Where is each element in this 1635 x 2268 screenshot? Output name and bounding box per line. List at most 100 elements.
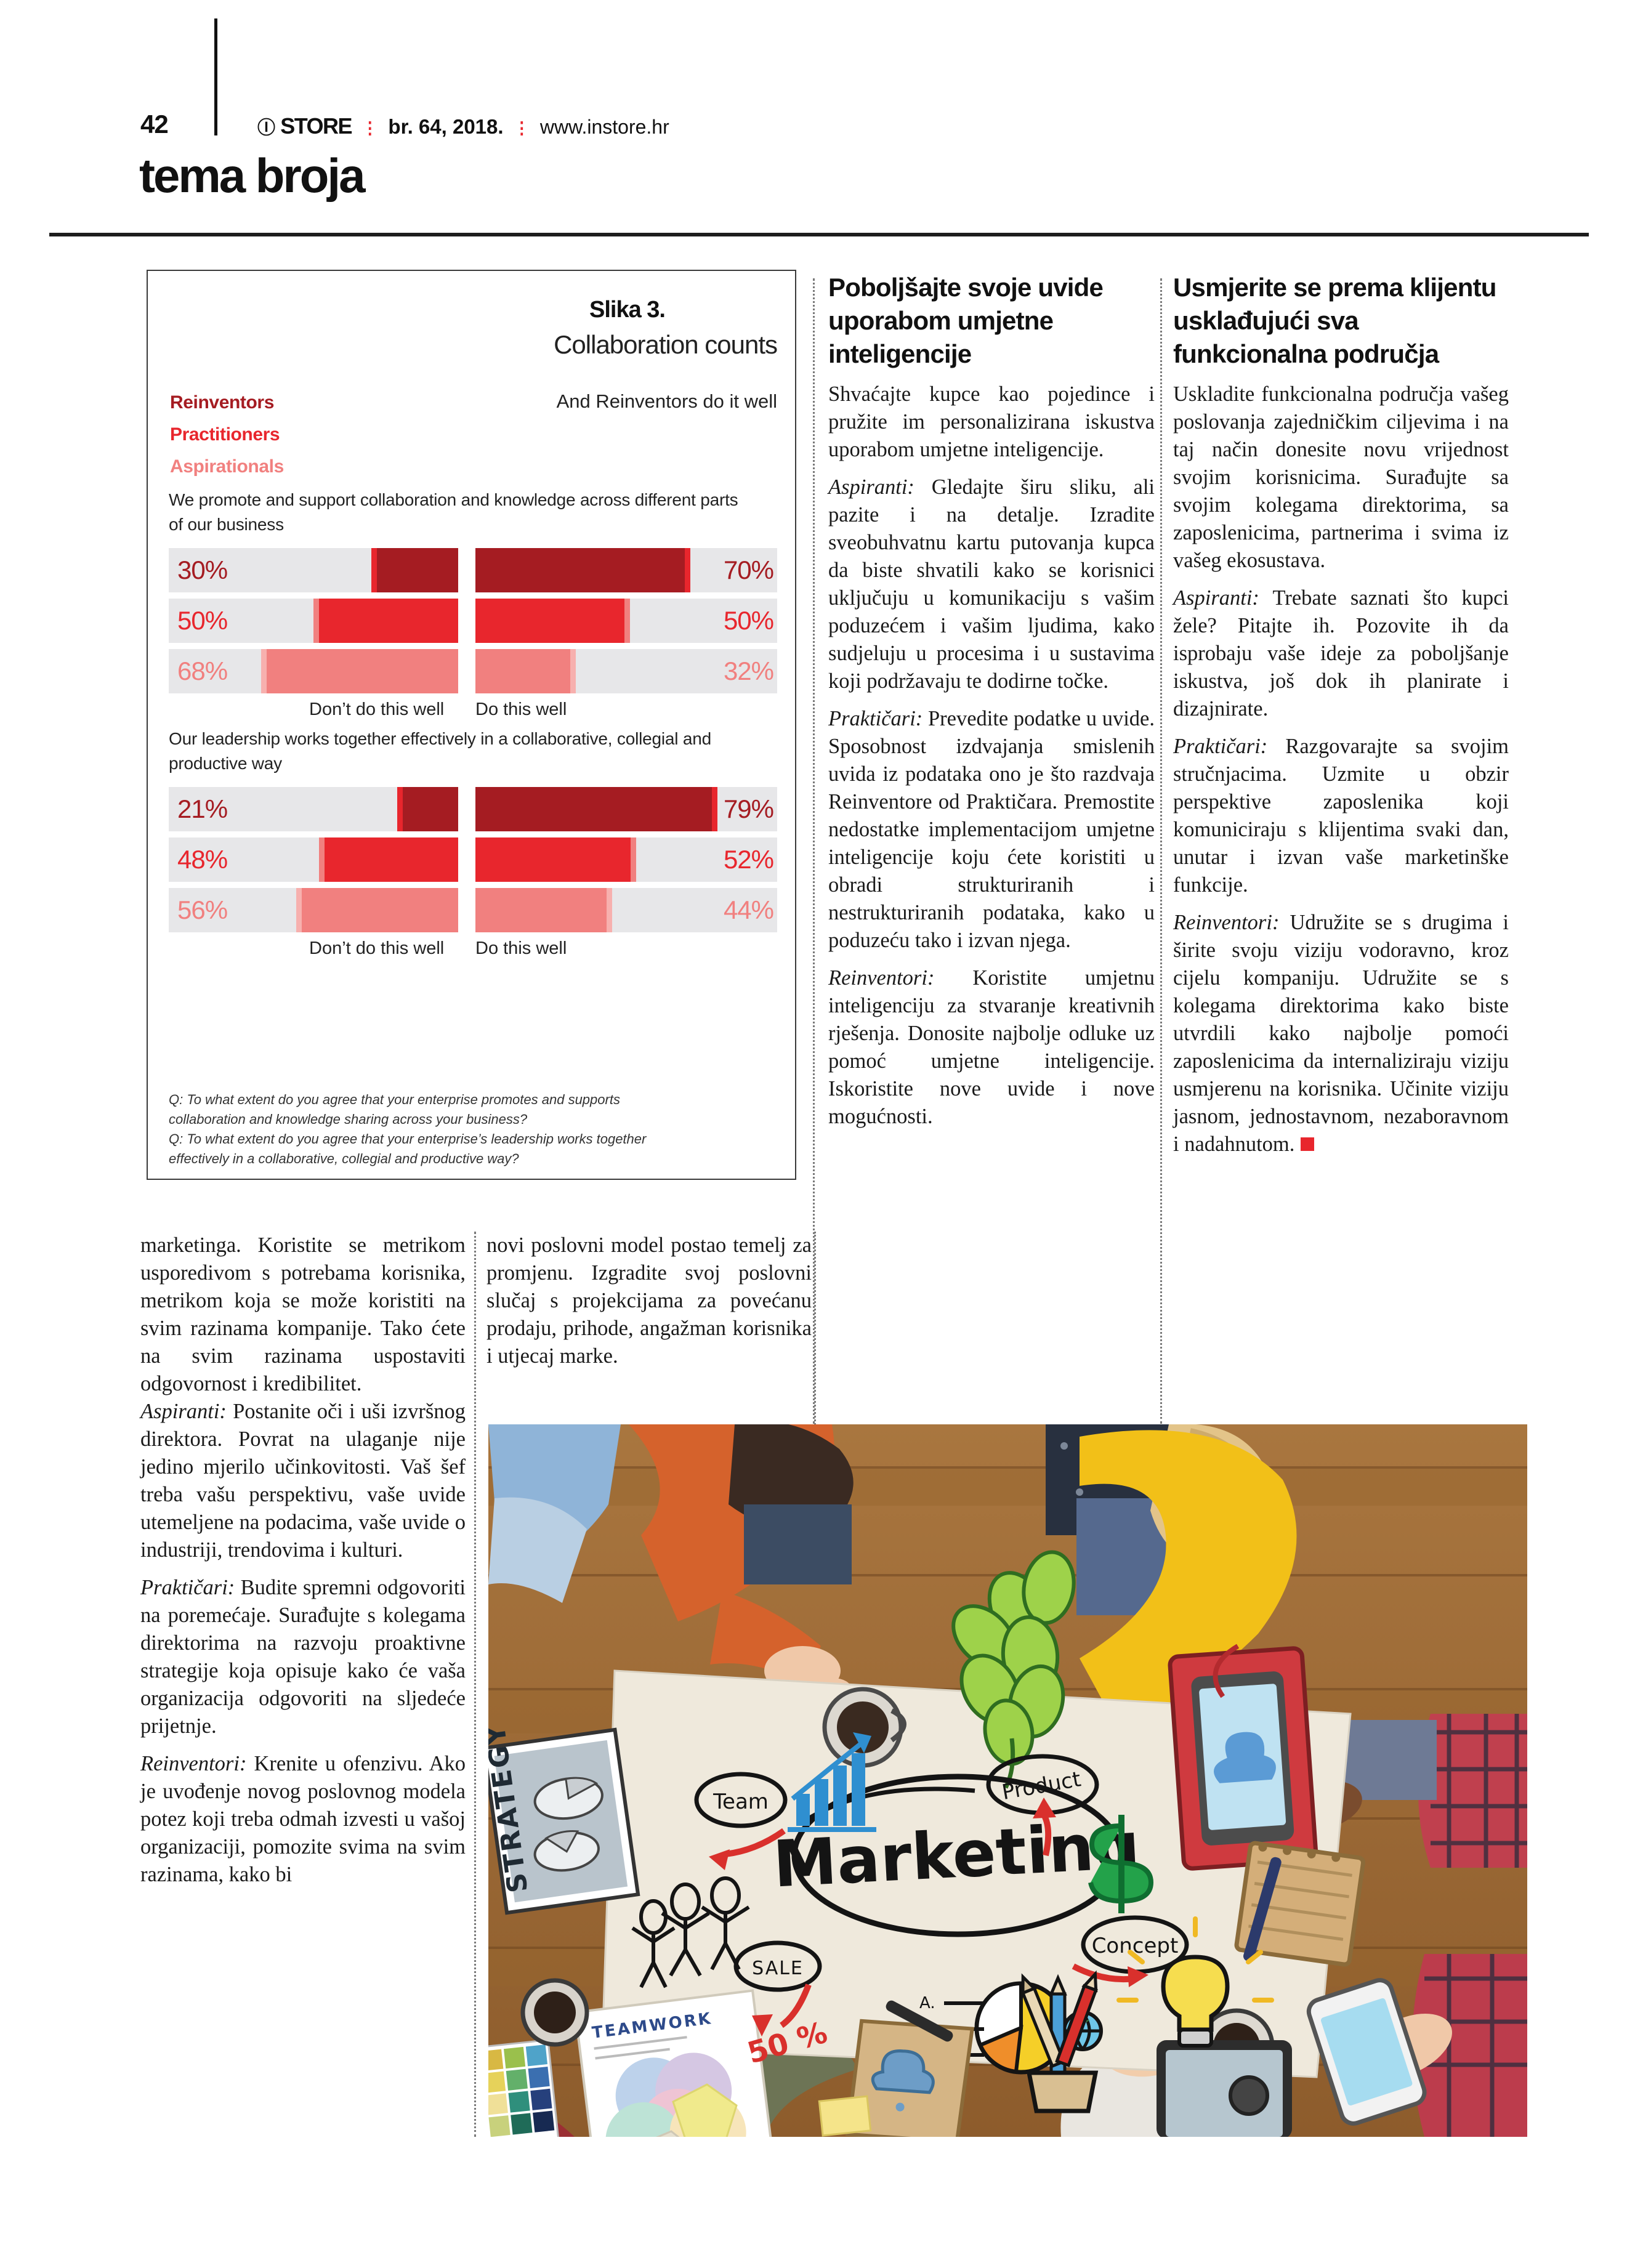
bar-fill-right — [475, 837, 632, 882]
bar-row: 68% 32% — [169, 649, 777, 693]
bar-value-right: 70% — [723, 555, 774, 584]
bar-cap-right — [631, 837, 636, 882]
paragraph-lead: Praktičari: — [140, 1576, 235, 1599]
figure-footnote: Q: To what extent do you agree that your… — [169, 1090, 760, 1169]
panel-question: Our leadership works together effectivel… — [169, 729, 711, 773]
column-heading: Usmjerite se prema klijentu usklađujući … — [1173, 273, 1496, 368]
paragraph: Aspiranti: Gledajte širu sliku, ali pazi… — [828, 474, 1155, 695]
paragraph: Aspiranti: Postanite oči i uši izvršnog … — [140, 1398, 466, 1564]
paragraph: Aspiranti: Trebate saznati što kupci žel… — [1173, 584, 1509, 723]
page-header: 42 Ⓘ STORE ⋮ br. 64, 2018. ⋮ www.instore… — [0, 0, 1635, 240]
paragraph-lead: Reinventori: — [1173, 911, 1280, 934]
bar-value-left: 56% — [177, 895, 228, 924]
header-rule — [49, 233, 1589, 236]
chart-panel-2: Our leadership works together effectivel… — [169, 727, 777, 966]
panel-question: We promote and support collaboration and… — [169, 490, 738, 534]
paragraph: marketinga. Koristite se metrikom uspore… — [140, 1233, 466, 1395]
brand-name: STORE — [280, 113, 352, 139]
paragraph-text: Krenite u ofenzivu. Ako je uvođenje novo… — [140, 1752, 466, 1886]
bar-value-right: 79% — [723, 794, 774, 823]
column-rule — [474, 1232, 476, 2137]
bar-cap-left — [261, 649, 267, 693]
column-heading: Poboljšajte svoje uvide uporabom umjetne… — [828, 273, 1104, 368]
paragraph: Praktičari: Budite spremni odgovoriti na… — [140, 1574, 466, 1740]
bar-fill-right — [475, 787, 714, 831]
bar-fill-left — [319, 837, 458, 882]
paragraph-lead: Praktičari: — [828, 707, 923, 730]
figure-subtitle: And Reinventors do it well — [556, 390, 777, 412]
footnote-line: collaboration and knowledge sharing acro… — [169, 1112, 528, 1127]
bar-value-left: 50% — [177, 606, 228, 635]
figure-number: Slika 3. — [589, 297, 666, 323]
bar-fill-right — [475, 649, 572, 693]
footnote-line: effectively in a collaborative, collegia… — [169, 1151, 519, 1166]
separator-icon: ⋮ — [361, 119, 379, 137]
bar-cap-left — [319, 837, 325, 882]
bar-row: 56% 44% — [169, 888, 777, 932]
paragraph: Shvaćajte kupce kao pojedince i pružite … — [828, 382, 1155, 461]
bar-row: 30% 70% — [169, 548, 777, 592]
svg-text:Team: Team — [713, 1790, 769, 1814]
svg-text:SALE: SALE — [752, 1958, 804, 1979]
bar-row: 50% 50% — [169, 599, 777, 643]
axis-label-right: Do this well — [475, 938, 567, 958]
bar-rows: 21% 79% 48% 52% 56% 44 — [169, 787, 777, 932]
paragraph: Reinventori: Koristite umjetnu inteligen… — [828, 964, 1155, 1131]
bar-cap-right — [607, 888, 612, 932]
bar-value-right: 32% — [723, 656, 774, 685]
bar-cap-left — [397, 787, 403, 831]
legend-item-practitioners: Practitioners — [170, 424, 280, 445]
paragraph-text: Trebate saznati što kupci žele? Pitajte … — [1173, 586, 1509, 720]
bar-value-right: 50% — [723, 606, 774, 635]
chart-legend: Reinventors Practitioners Aspirationals — [170, 387, 284, 483]
issue-info: br. 64, 2018. — [388, 115, 504, 138]
footnote-line: Q: To what extent do you agree that your… — [169, 1092, 620, 1107]
bar-cap-left — [371, 548, 377, 592]
article-column-3: Poboljšajte svoje uvide uporabom umjetne… — [828, 271, 1155, 1140]
article-column-1: marketinga. Koristite se metrikom uspore… — [140, 1232, 466, 1899]
page-title: tema broja — [139, 148, 365, 203]
bar-cap-right — [685, 548, 690, 592]
paragraph: novi poslovni model postao temelj za pro… — [486, 1233, 812, 1368]
bar-fill-left — [371, 548, 458, 592]
paragraph-text: Postanite oči i uši izvršnog direktora. … — [140, 1400, 466, 1562]
paragraph-text: Razgovarajte sa svojim stručnjacima. Uzm… — [1173, 735, 1509, 897]
bar-value-left: 68% — [177, 656, 228, 685]
axis-label-left: Don’t do this well — [309, 700, 445, 719]
bar-fill-left — [296, 888, 458, 932]
paragraph-lead: Reinventori: — [828, 966, 935, 990]
paragraph: Reinventori: Udružite se s drugima i šir… — [1173, 909, 1509, 1158]
paragraph-lead: Aspiranti: — [828, 475, 914, 499]
instore-logo-icon: Ⓘ — [257, 118, 275, 138]
chart-panel-1: We promote and support collaboration and… — [169, 488, 777, 727]
figure-panel: Slika 3. Collaboration counts And Reinve… — [147, 270, 796, 1180]
bar-row: 21% 79% — [169, 787, 777, 831]
paragraph-text: Budite spremni odgovoriti na poremećaje.… — [140, 1576, 466, 1738]
masthead: Ⓘ STORE ⋮ br. 64, 2018. ⋮ www.instore.hr — [257, 113, 669, 139]
legend-item-aspirationals: Aspirationals — [170, 456, 284, 477]
paragraph-lead: Praktičari: — [1173, 735, 1268, 758]
end-of-article-marker — [1301, 1137, 1315, 1151]
bar-value-right: 44% — [723, 895, 774, 924]
article-photo: STRATEGY TEAMWORK — [488, 1424, 1527, 2137]
paragraph: Reinventori: Krenite u ofenzivu. Ako je … — [140, 1750, 466, 1889]
paragraph: Uskladite funkcionalna područja vašeg po… — [1173, 382, 1509, 572]
bar-cap-right — [570, 649, 576, 693]
separator-icon: ⋮ — [513, 119, 530, 137]
chart-axis: Don’t do this well Do this well — [169, 700, 777, 727]
bar-fill-left — [313, 599, 458, 643]
bar-value-left: 21% — [177, 794, 228, 823]
chart-axis: Don’t do this well Do this well — [169, 938, 777, 966]
paragraph-text: Koristite umjetnu inteligenciju za stvar… — [828, 966, 1155, 1128]
header-divider — [214, 18, 217, 135]
bar-cap-right — [624, 599, 630, 643]
legend-item-reinventors: Reinventors — [170, 392, 274, 413]
footnote-line: Q: To what extent do you agree that your… — [169, 1131, 647, 1147]
website-url[interactable]: www.instore.hr — [539, 116, 669, 138]
axis-label-left: Don’t do this well — [309, 938, 445, 958]
column-rule — [1160, 278, 1162, 1424]
bar-fill-left — [397, 787, 458, 831]
article-column-4: Usmjerite se prema klijentu usklađujući … — [1173, 271, 1509, 1168]
bar-fill-right — [475, 548, 687, 592]
paragraph-lead: Aspiranti: — [140, 1400, 227, 1423]
